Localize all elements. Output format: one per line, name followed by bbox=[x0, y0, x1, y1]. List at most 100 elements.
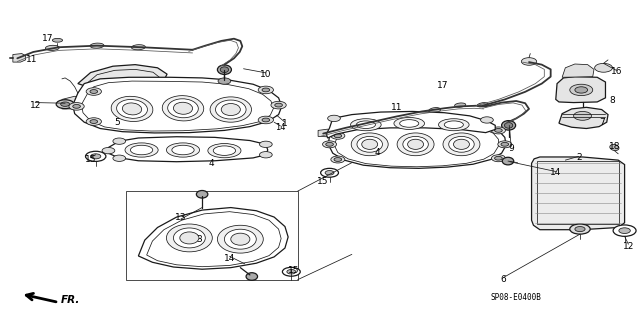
Text: FR.: FR. bbox=[61, 295, 80, 305]
Ellipse shape bbox=[218, 65, 232, 74]
Text: 15: 15 bbox=[85, 155, 97, 164]
Ellipse shape bbox=[362, 139, 378, 149]
Polygon shape bbox=[73, 77, 282, 133]
Circle shape bbox=[287, 270, 296, 274]
Circle shape bbox=[575, 87, 588, 93]
Ellipse shape bbox=[173, 228, 205, 248]
Circle shape bbox=[498, 141, 512, 148]
Ellipse shape bbox=[502, 121, 516, 130]
Ellipse shape bbox=[403, 137, 428, 152]
Polygon shape bbox=[13, 54, 26, 62]
Circle shape bbox=[328, 115, 340, 122]
Text: 14: 14 bbox=[275, 123, 285, 132]
Circle shape bbox=[56, 100, 74, 108]
Polygon shape bbox=[108, 137, 268, 162]
Circle shape bbox=[331, 156, 345, 163]
Circle shape bbox=[271, 101, 286, 109]
Text: 14: 14 bbox=[550, 168, 561, 177]
Circle shape bbox=[522, 58, 537, 65]
Circle shape bbox=[86, 88, 101, 95]
Ellipse shape bbox=[443, 133, 480, 156]
Ellipse shape bbox=[449, 137, 474, 152]
Circle shape bbox=[86, 151, 106, 161]
Circle shape bbox=[570, 84, 593, 96]
Polygon shape bbox=[318, 129, 332, 137]
Circle shape bbox=[73, 105, 81, 108]
Text: 14: 14 bbox=[224, 254, 236, 263]
Ellipse shape bbox=[111, 96, 153, 122]
Text: 12: 12 bbox=[623, 242, 634, 251]
Ellipse shape bbox=[213, 146, 236, 155]
Text: 4: 4 bbox=[209, 159, 214, 168]
Ellipse shape bbox=[168, 99, 198, 118]
Ellipse shape bbox=[52, 38, 63, 42]
Ellipse shape bbox=[454, 103, 466, 107]
Ellipse shape bbox=[477, 103, 488, 107]
Circle shape bbox=[113, 155, 125, 161]
Ellipse shape bbox=[131, 45, 145, 50]
Text: SP08-E0400B: SP08-E0400B bbox=[491, 293, 541, 301]
Text: 13: 13 bbox=[175, 212, 187, 222]
Text: 11: 11 bbox=[26, 55, 38, 64]
Polygon shape bbox=[532, 157, 625, 230]
Circle shape bbox=[573, 111, 591, 120]
Circle shape bbox=[334, 134, 342, 138]
Text: 11: 11 bbox=[390, 103, 402, 112]
Text: 7: 7 bbox=[599, 118, 605, 127]
Circle shape bbox=[91, 154, 100, 159]
Circle shape bbox=[262, 88, 269, 92]
Text: 16: 16 bbox=[611, 67, 622, 76]
Text: 4: 4 bbox=[374, 148, 380, 157]
Polygon shape bbox=[328, 118, 506, 168]
Text: 6: 6 bbox=[500, 275, 506, 284]
Ellipse shape bbox=[125, 143, 158, 157]
Polygon shape bbox=[62, 96, 84, 109]
Ellipse shape bbox=[351, 119, 381, 131]
Circle shape bbox=[495, 156, 502, 160]
Text: 18: 18 bbox=[609, 142, 620, 151]
Ellipse shape bbox=[90, 43, 104, 48]
Ellipse shape bbox=[180, 232, 199, 244]
Circle shape bbox=[102, 147, 115, 154]
Circle shape bbox=[619, 228, 630, 234]
Circle shape bbox=[86, 118, 101, 125]
Ellipse shape bbox=[394, 117, 424, 130]
Circle shape bbox=[90, 90, 98, 93]
Ellipse shape bbox=[438, 119, 469, 131]
Circle shape bbox=[259, 152, 272, 158]
Ellipse shape bbox=[45, 45, 60, 50]
Text: 1: 1 bbox=[282, 119, 288, 128]
Text: 15: 15 bbox=[317, 177, 329, 186]
Ellipse shape bbox=[218, 225, 263, 253]
Text: 2: 2 bbox=[576, 153, 582, 162]
Ellipse shape bbox=[610, 145, 619, 151]
Text: 17: 17 bbox=[42, 34, 53, 43]
Circle shape bbox=[323, 141, 337, 148]
Ellipse shape bbox=[390, 114, 403, 119]
Circle shape bbox=[69, 103, 84, 110]
Circle shape bbox=[492, 155, 506, 162]
Ellipse shape bbox=[246, 273, 257, 280]
Text: 9: 9 bbox=[508, 144, 514, 153]
Ellipse shape bbox=[163, 96, 204, 121]
Circle shape bbox=[334, 158, 342, 161]
Ellipse shape bbox=[351, 133, 388, 156]
Circle shape bbox=[595, 63, 612, 72]
Ellipse shape bbox=[172, 145, 194, 155]
Ellipse shape bbox=[357, 137, 383, 152]
Ellipse shape bbox=[429, 108, 441, 113]
Circle shape bbox=[321, 168, 339, 177]
Ellipse shape bbox=[356, 121, 376, 129]
Ellipse shape bbox=[502, 157, 514, 165]
Ellipse shape bbox=[231, 233, 250, 245]
Circle shape bbox=[575, 226, 585, 232]
Polygon shape bbox=[326, 111, 495, 138]
Ellipse shape bbox=[220, 67, 228, 72]
Text: 3: 3 bbox=[196, 235, 202, 244]
Circle shape bbox=[259, 141, 272, 147]
Circle shape bbox=[258, 86, 273, 94]
Polygon shape bbox=[78, 65, 167, 87]
Ellipse shape bbox=[216, 100, 246, 119]
Ellipse shape bbox=[208, 144, 241, 158]
Polygon shape bbox=[562, 64, 594, 77]
